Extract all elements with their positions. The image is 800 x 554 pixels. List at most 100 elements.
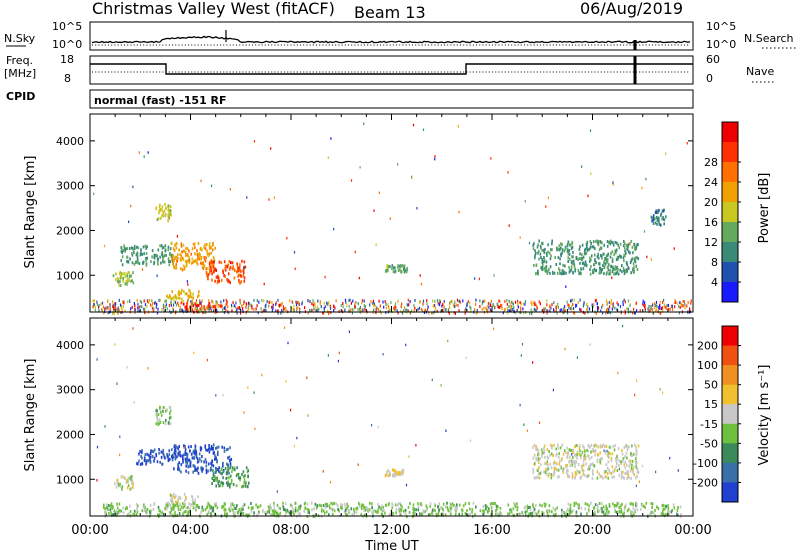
velocity-cell — [588, 474, 590, 478]
velocity-cell — [228, 476, 230, 480]
velocity-cell — [545, 462, 548, 466]
velocity-cell — [186, 453, 189, 456]
velocity-cell — [620, 462, 622, 466]
velocity-cell — [157, 420, 159, 424]
power-cell — [432, 311, 435, 315]
power-cell — [612, 243, 615, 247]
power-cell — [566, 249, 569, 253]
power-ytick-label: 3000 — [56, 180, 84, 193]
power-cell — [237, 273, 240, 277]
power-cell — [609, 305, 611, 309]
velocity-cell — [104, 425, 106, 428]
velocity-cell — [193, 502, 196, 505]
power-cell — [181, 288, 183, 292]
power-cell — [196, 306, 198, 310]
power-cell — [215, 303, 217, 307]
power-cell — [656, 222, 658, 226]
velocity-cell — [524, 505, 527, 509]
velocity-cell — [216, 468, 219, 471]
velocity-cell — [622, 470, 624, 474]
velocity-cell — [179, 496, 181, 500]
velocity-cell — [159, 410, 162, 414]
power-cell — [672, 307, 674, 311]
power-cell — [263, 282, 265, 286]
power-cell — [434, 155, 436, 158]
velocity-cell — [461, 508, 463, 512]
power-cell — [595, 268, 597, 272]
velocity-cell — [188, 464, 190, 468]
velocity-cell — [662, 513, 665, 517]
velocity-cell — [514, 505, 517, 508]
power-cell — [657, 211, 660, 214]
power-cell — [567, 303, 569, 307]
velocity-cell — [600, 475, 603, 479]
power-cell — [124, 249, 126, 253]
power-cell — [251, 306, 253, 310]
power-cell — [420, 307, 423, 311]
power-cell — [533, 242, 535, 246]
power-cell — [378, 191, 380, 194]
power-cell — [115, 302, 117, 306]
power-cell — [400, 309, 402, 313]
power-cell — [233, 276, 236, 280]
velocity-cell — [147, 458, 149, 462]
power-cell — [335, 299, 337, 303]
power-cell — [662, 308, 664, 312]
power-cell — [687, 301, 689, 305]
velocity-cell — [236, 473, 238, 476]
power-cell — [680, 302, 682, 306]
power-cell — [281, 308, 283, 312]
velocity-cell — [126, 506, 128, 510]
power-cell — [622, 266, 625, 270]
velocity-cell — [196, 457, 199, 461]
velocity-cell — [453, 504, 455, 507]
velocity-cell — [148, 454, 151, 458]
velocity-cell — [526, 429, 528, 432]
velocity-cell — [383, 509, 385, 513]
velocity-cell — [307, 510, 309, 514]
power-cell — [237, 268, 240, 272]
power-cell — [497, 305, 499, 309]
velocity-cell — [497, 513, 499, 517]
power-cell — [164, 244, 167, 248]
velocity-cell — [206, 513, 208, 517]
power-cell — [211, 260, 213, 264]
velocity-cell — [107, 508, 109, 512]
power-cell — [442, 308, 444, 312]
velocity-cell — [177, 463, 179, 467]
power-cell — [242, 271, 245, 275]
velocity-cell — [184, 510, 187, 513]
velocity-cell — [129, 510, 132, 513]
power-cell — [397, 299, 399, 303]
velocity-cell — [583, 446, 585, 450]
power-cell — [126, 272, 128, 276]
power-cell — [209, 247, 211, 251]
power-cell — [172, 247, 175, 251]
power-cell — [231, 267, 234, 271]
velocity-cell — [183, 510, 186, 514]
power-cell — [541, 241, 543, 245]
velocity-cell — [184, 445, 186, 449]
velocity-cell — [195, 455, 198, 459]
power-cell — [570, 307, 572, 311]
velocity-cell — [672, 503, 675, 507]
velocity-cell — [488, 507, 490, 511]
power-cell — [589, 245, 592, 249]
power-cell — [171, 290, 173, 294]
velocity-cell — [120, 475, 123, 479]
power-cell — [187, 308, 189, 312]
power-cell — [570, 268, 573, 272]
power-cell — [354, 301, 357, 304]
power-cell — [558, 268, 561, 272]
power-cell — [389, 308, 391, 312]
power-cell — [231, 305, 233, 309]
power-cell — [411, 309, 413, 313]
power-cell — [208, 244, 211, 248]
power-cell — [541, 258, 543, 262]
power-cell — [571, 298, 573, 302]
velocity-cell — [325, 510, 328, 514]
velocity-cell — [651, 505, 653, 509]
velocity-cell — [535, 456, 537, 460]
power-cell — [608, 272, 611, 276]
velocity-cell — [193, 449, 196, 453]
